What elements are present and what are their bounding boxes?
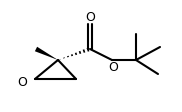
Polygon shape xyxy=(35,47,58,60)
Text: O: O xyxy=(17,75,27,88)
Text: O: O xyxy=(85,11,95,24)
Text: O: O xyxy=(108,60,118,73)
